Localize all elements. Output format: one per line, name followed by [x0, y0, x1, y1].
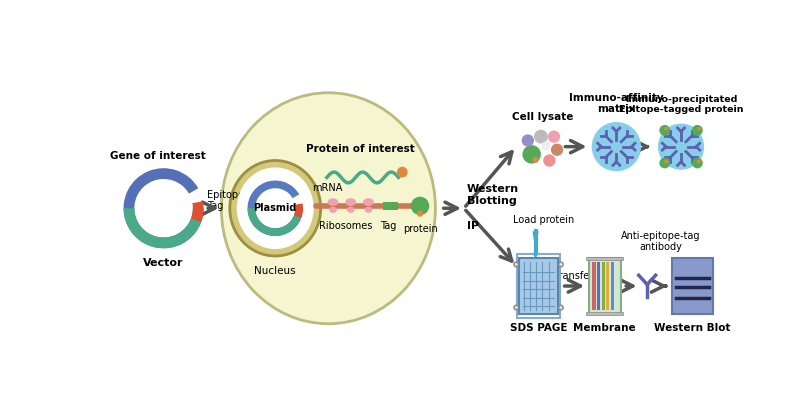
Ellipse shape — [365, 207, 372, 213]
Text: Western Blot: Western Blot — [654, 323, 731, 333]
Circle shape — [692, 125, 702, 136]
Wedge shape — [123, 208, 202, 248]
Circle shape — [410, 197, 430, 215]
Circle shape — [658, 123, 704, 170]
Circle shape — [543, 154, 555, 167]
Text: Immuno-precipitated
Epitope-tagged protein: Immuno-precipitated Epitope-tagged prote… — [618, 95, 743, 114]
Text: mRNA: mRNA — [313, 183, 342, 193]
Text: Anti-epitope-tag
antibody: Anti-epitope-tag antibody — [622, 231, 701, 252]
Circle shape — [522, 134, 534, 147]
Circle shape — [697, 127, 701, 131]
Text: Transfer: Transfer — [554, 270, 594, 281]
Bar — [383, 202, 398, 210]
Wedge shape — [123, 168, 204, 248]
Text: Nucleus: Nucleus — [254, 266, 296, 276]
Circle shape — [664, 160, 668, 163]
Wedge shape — [247, 181, 303, 236]
Circle shape — [551, 144, 563, 156]
Text: Tag: Tag — [380, 221, 397, 231]
Circle shape — [533, 157, 538, 163]
Bar — [593, 262, 595, 310]
Ellipse shape — [230, 160, 321, 256]
Text: Cell lysate: Cell lysate — [512, 112, 573, 122]
Circle shape — [659, 125, 670, 136]
Bar — [602, 262, 605, 310]
Circle shape — [514, 305, 518, 310]
Circle shape — [397, 167, 408, 177]
Ellipse shape — [534, 252, 538, 257]
Circle shape — [592, 122, 641, 171]
Bar — [586, 312, 623, 315]
Bar — [519, 258, 558, 314]
Bar — [672, 258, 714, 314]
Bar — [586, 257, 623, 260]
Wedge shape — [247, 208, 302, 236]
Ellipse shape — [222, 93, 435, 324]
Circle shape — [542, 141, 551, 150]
Circle shape — [534, 130, 548, 144]
Circle shape — [558, 305, 563, 310]
Text: Epitope
Tag: Epitope Tag — [206, 190, 244, 211]
Circle shape — [697, 160, 701, 163]
Text: SDS PAGE: SDS PAGE — [510, 323, 567, 333]
Bar — [517, 255, 560, 318]
Circle shape — [692, 158, 702, 168]
Circle shape — [664, 127, 668, 131]
Text: protein: protein — [402, 224, 438, 234]
Circle shape — [522, 145, 541, 163]
Wedge shape — [294, 203, 303, 218]
Circle shape — [659, 158, 670, 168]
Ellipse shape — [346, 198, 356, 206]
Ellipse shape — [363, 198, 374, 206]
Polygon shape — [533, 231, 538, 251]
Text: Plasmid: Plasmid — [254, 203, 297, 213]
Bar — [589, 258, 621, 314]
Text: Protein of interest: Protein of interest — [306, 144, 414, 154]
Bar — [606, 262, 610, 310]
Bar — [611, 262, 614, 310]
Text: Membrane: Membrane — [574, 323, 636, 333]
Text: Western
Blotting: Western Blotting — [467, 184, 519, 206]
Ellipse shape — [329, 207, 337, 213]
Ellipse shape — [347, 207, 354, 213]
Circle shape — [417, 210, 423, 217]
Wedge shape — [191, 201, 204, 222]
Text: Gene of interest: Gene of interest — [110, 150, 206, 160]
Ellipse shape — [237, 168, 314, 249]
Text: Ribosomes: Ribosomes — [319, 221, 373, 231]
Ellipse shape — [328, 198, 338, 206]
Text: Vector: Vector — [143, 257, 184, 268]
Bar — [597, 262, 600, 310]
Text: Load protein: Load protein — [513, 215, 574, 225]
Circle shape — [514, 262, 518, 267]
Text: Immuno-affinity
matrix: Immuno-affinity matrix — [569, 93, 664, 114]
Text: IP: IP — [467, 221, 479, 231]
Circle shape — [548, 131, 560, 143]
Circle shape — [558, 262, 563, 267]
